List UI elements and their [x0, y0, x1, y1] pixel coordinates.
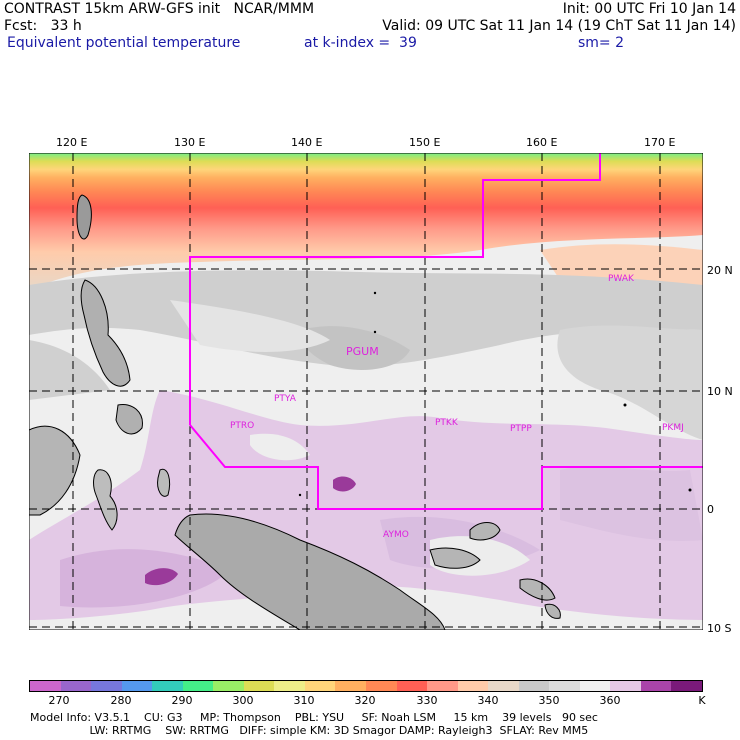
- colorbar-label-350: 350: [538, 694, 560, 707]
- station-pgum: PGUM: [346, 345, 379, 358]
- lat-label-20n: 20 N: [707, 264, 733, 277]
- colorbar-label-280: 280: [110, 694, 132, 707]
- colorbar-swatch: [640, 681, 672, 691]
- colorbar: [29, 680, 703, 692]
- model-info-line1: Model Info: V3.5.1 CU: G3 MP: Thompson P…: [30, 711, 598, 724]
- colorbar-swatch: [304, 681, 336, 691]
- colorbar-swatch: [396, 681, 428, 691]
- lon-label-170e: 170 E: [644, 136, 676, 149]
- colorbar-label-290: 290: [171, 694, 193, 707]
- colorbar-unit: K: [698, 694, 706, 707]
- colorbar-swatch: [427, 681, 458, 691]
- station-ptya: PTYA: [274, 394, 297, 404]
- colorbar-swatch: [610, 681, 641, 691]
- station-aymo: AYMO: [383, 530, 409, 540]
- station-ptkk: PTKK: [435, 418, 459, 428]
- colorbar-swatch: [366, 681, 397, 691]
- colorbar-swatch: [182, 681, 214, 691]
- lon-label-140e: 140 E: [291, 136, 323, 149]
- colorbar-label-360: 360: [599, 694, 621, 707]
- model-info-line2: LW: RRTMG SW: RRTMG DIFF: simple KM: 3D …: [30, 724, 589, 737]
- lat-label-10n: 10 N: [707, 385, 733, 398]
- colorbar-swatch: [457, 681, 489, 691]
- forecast-hour: Fcst: 33 h: [4, 18, 82, 34]
- colorbar-label-270: 270: [48, 694, 70, 707]
- colorbar-swatch: [60, 681, 92, 691]
- colorbar-swatch: [243, 681, 275, 691]
- colorbar-label-310: 310: [293, 694, 315, 707]
- station-pwak: PWAK: [608, 274, 635, 284]
- k-index: at k-index = 39: [304, 35, 417, 51]
- station-ptpp: PTPP: [510, 424, 532, 434]
- valid-time: Valid: 09 UTC Sat 11 Jan 14 (19 ChT Sat …: [382, 18, 736, 34]
- colorbar-label-300: 300: [232, 694, 254, 707]
- lon-label-160e: 160 E: [526, 136, 558, 149]
- colorbar-swatch: [121, 681, 153, 691]
- colorbar-swatch: [213, 681, 244, 691]
- colorbar-swatch: [549, 681, 580, 691]
- colorbar-label-320: 320: [354, 694, 376, 707]
- field-name: Equivalent potential temperature: [7, 35, 241, 51]
- colorbar-swatch: [488, 681, 519, 691]
- colorbar-swatch: [579, 681, 611, 691]
- colorbar-swatch: [152, 681, 183, 691]
- station-pkmj: PKMJ: [662, 423, 684, 433]
- colorbar-swatch: [30, 681, 61, 691]
- colorbar-swatch: [335, 681, 367, 691]
- colorbar-swatch: [91, 681, 122, 691]
- lat-label-10s: 10 S: [707, 622, 732, 635]
- model-title: CONTRAST 15km ARW-GFS init NCAR/MMM: [4, 1, 315, 17]
- colorbar-swatch: [518, 681, 550, 691]
- colorbar-label-340: 340: [477, 694, 499, 707]
- lon-label-120e: 120 E: [56, 136, 88, 149]
- smoothing: sm= 2: [578, 35, 625, 51]
- theta-e-map: PWAK PGUM PTYA PTRO PTKK PTPP PKMJ AYMO: [29, 153, 703, 630]
- init-time: Init: 00 UTC Fri 10 Jan 14: [562, 1, 736, 17]
- lon-label-150e: 150 E: [409, 136, 441, 149]
- lon-label-130e: 130 E: [174, 136, 206, 149]
- station-ptro: PTRO: [230, 421, 254, 431]
- lat-label-0: 0: [707, 503, 714, 516]
- colorbar-label-330: 330: [416, 694, 438, 707]
- colorbar-swatch: [671, 681, 703, 691]
- colorbar-swatch: [274, 681, 305, 691]
